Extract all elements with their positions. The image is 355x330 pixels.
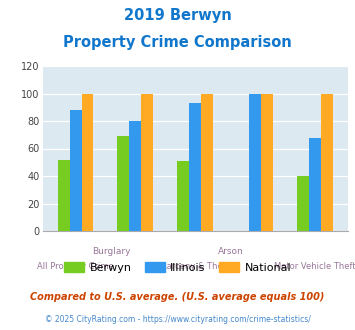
Text: All Property Crime: All Property Crime: [37, 262, 114, 271]
Text: Motor Vehicle Theft: Motor Vehicle Theft: [274, 262, 355, 271]
Text: Arson: Arson: [218, 248, 244, 256]
Bar: [249, 93, 261, 231]
Text: Burglary: Burglary: [92, 248, 131, 256]
Bar: [70, 110, 82, 231]
Text: Property Crime Comparison: Property Crime Comparison: [63, 35, 292, 50]
Bar: [261, 93, 273, 231]
Text: Larceny & Theft: Larceny & Theft: [162, 262, 229, 271]
Bar: [189, 103, 201, 231]
Text: 2019 Berwyn: 2019 Berwyn: [124, 8, 231, 23]
Bar: [82, 93, 93, 231]
Bar: [141, 93, 153, 231]
Bar: [321, 93, 333, 231]
Bar: [118, 136, 130, 231]
Bar: [130, 121, 141, 231]
Bar: [297, 176, 309, 231]
Bar: [309, 138, 321, 231]
Text: Compared to U.S. average. (U.S. average equals 100): Compared to U.S. average. (U.S. average …: [30, 292, 325, 302]
Bar: [177, 161, 189, 231]
Legend: Berwyn, Illinois, National: Berwyn, Illinois, National: [59, 258, 296, 278]
Text: © 2025 CityRating.com - https://www.cityrating.com/crime-statistics/: © 2025 CityRating.com - https://www.city…: [45, 315, 310, 324]
Bar: [201, 93, 213, 231]
Bar: [58, 159, 70, 231]
